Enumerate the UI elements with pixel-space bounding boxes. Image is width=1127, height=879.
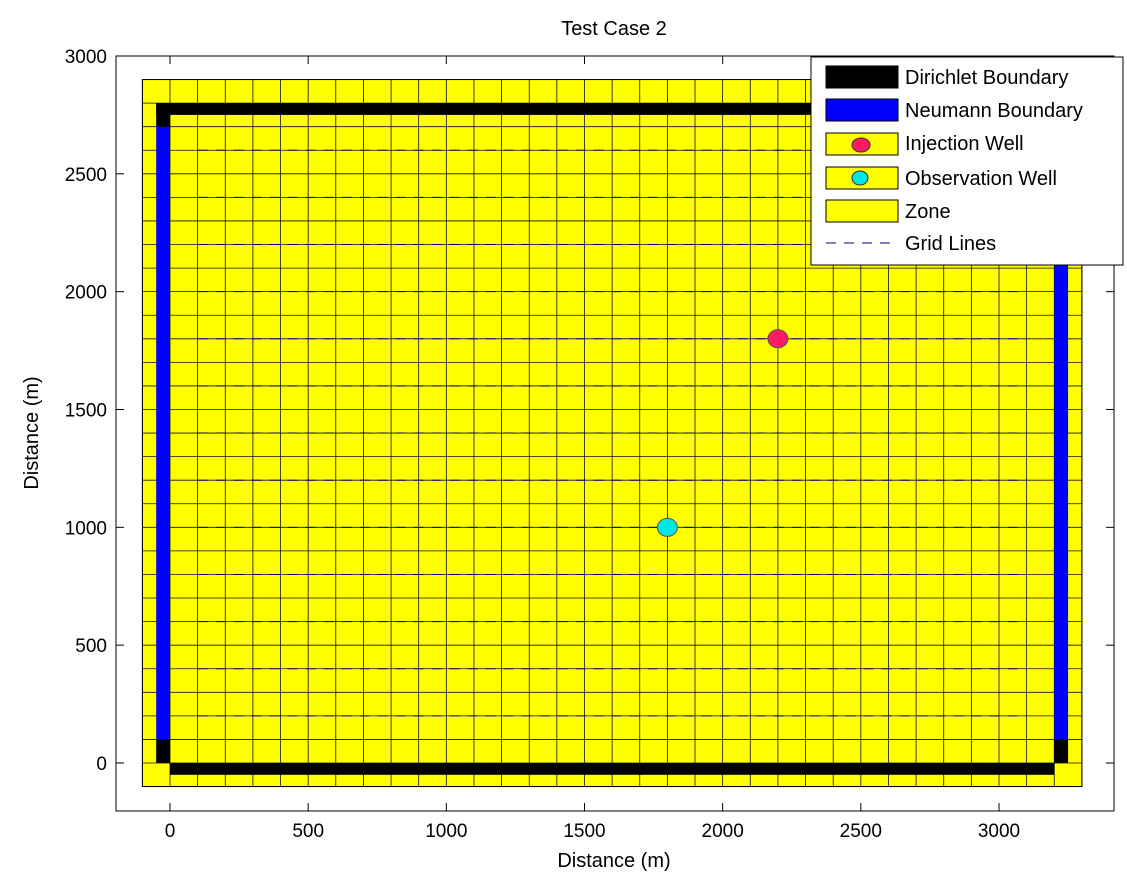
zone-outline	[141, 79, 1083, 788]
legend-label-grid-lines: Grid Lines	[905, 233, 996, 255]
x-tick-label: 2500	[840, 821, 882, 842]
legend-label-neumann: Neumann Boundary	[905, 100, 1083, 122]
legend-marker-injection	[851, 137, 871, 153]
legend-box	[810, 56, 1124, 266]
legend-swatch-neumann	[825, 98, 899, 122]
chart-title: Test Case 2	[561, 18, 667, 40]
y-tick-label: 0	[96, 754, 107, 775]
legend-label-zone: Zone	[905, 201, 951, 223]
x-tick-label: 500	[292, 821, 324, 842]
neumann-boundary-segment	[156, 126, 170, 740]
legend-label-injection: Injection Well	[905, 133, 1024, 155]
y-tick-label: 1500	[65, 400, 107, 421]
x-tick-label: 0	[165, 821, 176, 842]
legend-label-dirichlet: Dirichlet Boundary	[905, 67, 1068, 89]
neumann-boundary-segment	[1054, 150, 1069, 740]
x-tick-label: 3000	[978, 821, 1020, 842]
y-tick-label: 3000	[65, 47, 107, 68]
x-tick-label: 1000	[425, 821, 467, 842]
axes-layer	[115, 55, 1115, 812]
legend-swatch-dirichlet	[825, 65, 899, 89]
injection-well-marker	[767, 329, 789, 349]
legend-label-observation: Observation Well	[905, 168, 1057, 190]
dirichlet-boundary-segment	[156, 103, 1055, 115]
y-tick-label: 2000	[65, 283, 107, 304]
dirichlet-boundary-segment	[1054, 739, 1069, 763]
y-tick-label: 2500	[65, 165, 107, 186]
x-axis-label: Distance (m)	[557, 850, 670, 872]
dirichlet-boundary-segment	[156, 739, 170, 763]
x-tick-label: 2000	[702, 821, 744, 842]
legend-marker-observation	[851, 170, 869, 186]
observation-well-marker	[656, 517, 678, 537]
y-tick-label: 1000	[65, 518, 107, 539]
legend: Dirichlet Boundary Neumann Boundary Inje…	[810, 56, 1124, 266]
axes-box	[115, 55, 1115, 812]
y-tick-label: 500	[75, 636, 107, 657]
dirichlet-boundary-segment	[156, 103, 170, 127]
y-axis-label: Distance (m)	[21, 376, 43, 489]
legend-swatch-zone	[825, 199, 899, 223]
dirichlet-boundary-segment	[170, 763, 1055, 775]
x-tick-label: 1500	[563, 821, 605, 842]
